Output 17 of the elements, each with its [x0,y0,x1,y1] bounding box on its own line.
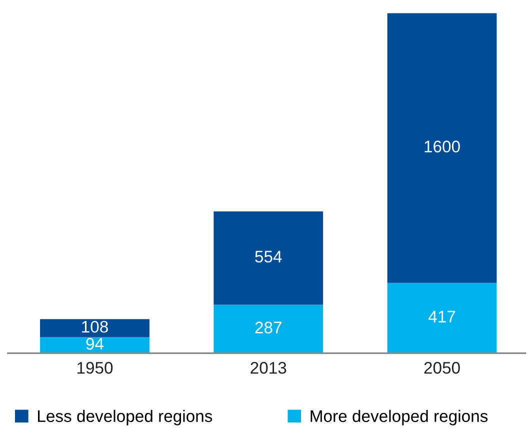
data-label: 554 [255,250,282,263]
data-label: 417 [428,310,456,322]
bar [40,337,150,354]
legend-label: Less developed regions [38,410,212,426]
data-label: 94 [86,338,104,350]
data-label: 287 [255,322,282,334]
x-tick-label: 1950 [77,362,113,374]
legend-label: More developed regions [310,410,488,426]
x-tick-label: 2050 [424,362,460,374]
x-tick-label: 2013 [250,362,286,374]
data-label: 108 [82,320,108,333]
bar [214,211,324,305]
bar [387,282,497,354]
bar [40,319,150,338]
data-label: 1600 [424,140,460,152]
bar [387,13,497,283]
bar [214,304,324,354]
